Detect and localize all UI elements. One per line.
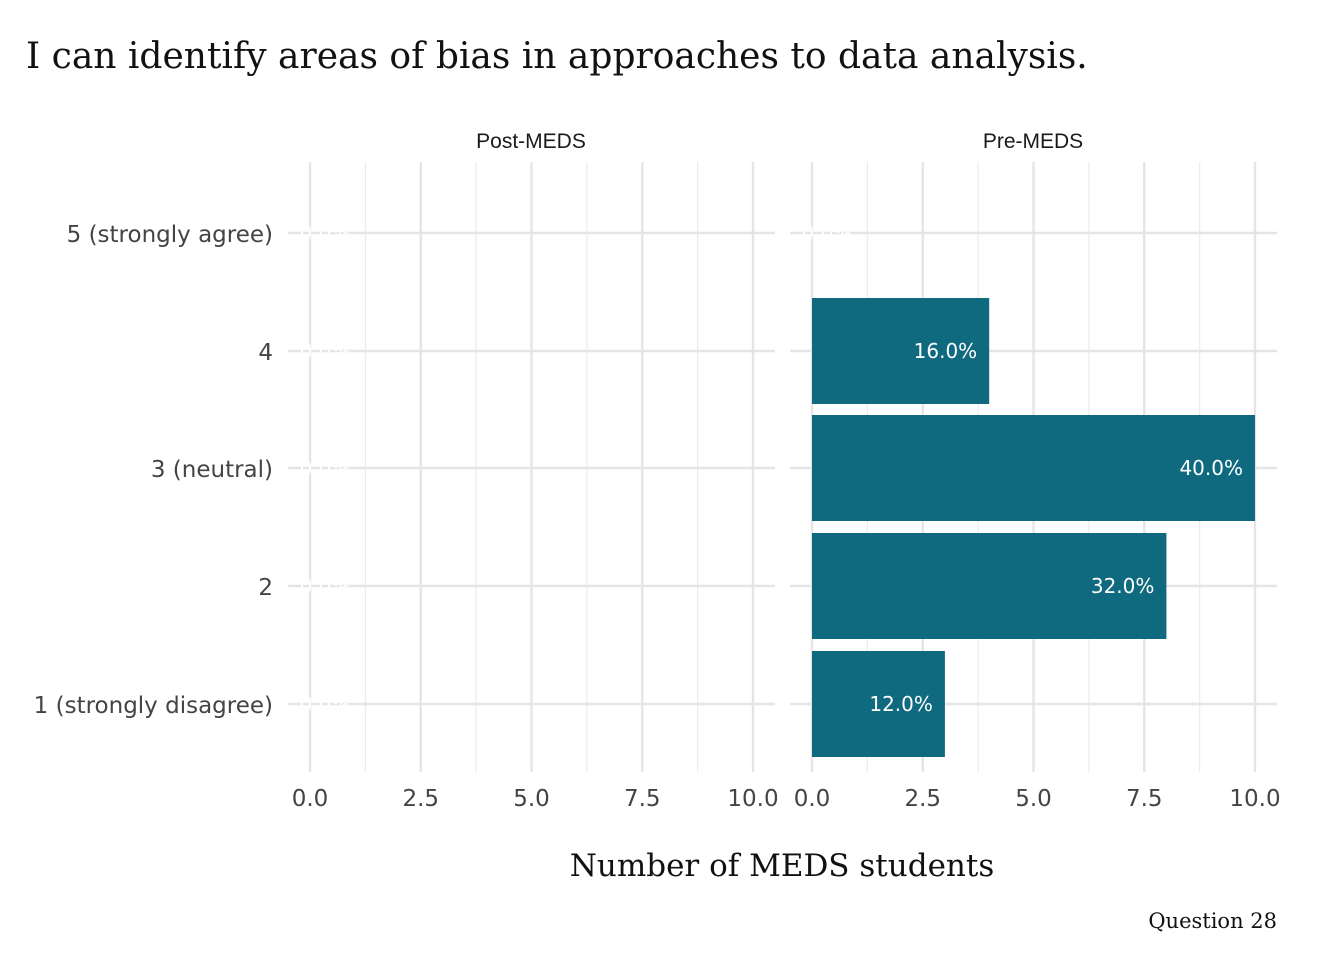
y-tick-label: 4 (258, 340, 273, 366)
chart-caption: Question 28 (1148, 909, 1277, 933)
pre-meds-bar-label: 16.0% (914, 339, 978, 363)
pre-meds-bar-label: 0.0% (802, 221, 853, 245)
pre-meds-x-tick-label: 7.5 (1126, 786, 1163, 812)
post-meds-x-tick-label: 5.0 (513, 786, 550, 812)
y-axis: 5 (strongly agree) 4 3 (neutral) 2 1 (strong… (34, 222, 273, 719)
post-meds-x-tick-label: 7.5 (624, 786, 661, 812)
pre-meds-x-tick-label: 10.0 (1229, 786, 1280, 812)
x-axis-label: Number of MEDS students (570, 848, 995, 884)
y-tick-label: 3 (neutral) (151, 457, 273, 483)
pre-meds-bar-label: 40.0% (1179, 456, 1243, 480)
pre-meds-x-tick-label: 2.5 (904, 786, 941, 812)
facet-panel-post-meds: Post-MEDS 0.0% 0.0% 0.0% 0.0% 0.0% 0.0 2.5 5.0 7… (288, 130, 779, 812)
pre-meds-bar-label: 12.0% (869, 692, 933, 716)
y-tick-label: 1 (strongly disagree) (34, 693, 273, 719)
y-tick-label: 5 (strongly agree) (67, 222, 273, 248)
pre-meds-bar-1-strongly-disagree (812, 651, 945, 757)
post-meds-x-tick-label: 0.0 (292, 786, 329, 812)
facet-panel-pre-meds: Pre-MEDS 0.0% 16.0% 40.0% 32.0% 12.0% 0.0 2.5 5… (790, 130, 1281, 812)
post-meds-bar-label: 0.0% (300, 221, 351, 245)
pre-meds-x-tick-label: 5.0 (1015, 786, 1052, 812)
facet-strip-post-meds: Post-MEDS (476, 130, 586, 153)
post-meds-bar-label: 0.0% (300, 692, 351, 716)
y-tick-label: 2 (258, 575, 273, 601)
facet-strip-pre-meds: Pre-MEDS (983, 130, 1083, 153)
pre-meds-bar-label: 32.0% (1091, 574, 1155, 598)
pre-meds-bar-4 (812, 298, 990, 404)
pre-meds-bar-3-neutral (812, 415, 1255, 521)
pre-meds-x-tick-label: 0.0 (794, 786, 831, 812)
post-meds-x-tick-label: 10.0 (727, 786, 778, 812)
post-meds-bar-label: 0.0% (300, 456, 351, 480)
post-meds-bar-label: 0.0% (300, 339, 351, 363)
chart-title: I can identify areas of bias in approach… (26, 36, 1088, 77)
post-meds-bar-label: 0.0% (300, 574, 351, 598)
pre-meds-bar-2 (812, 533, 1167, 639)
post-meds-x-tick-label: 2.5 (402, 786, 439, 812)
